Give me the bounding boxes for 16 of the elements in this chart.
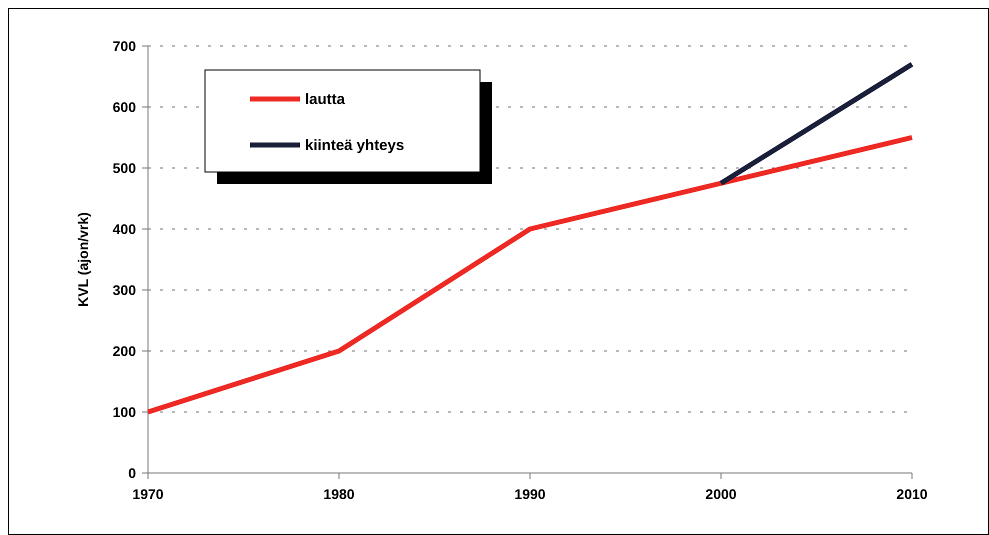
y-axis-title: KVL (ajon/vrk) [75, 212, 91, 307]
x-tick-label: 1990 [514, 486, 546, 502]
x-tick-label: 2000 [705, 486, 737, 502]
y-tick-label: 700 [112, 38, 136, 54]
y-tick-label: 200 [112, 343, 136, 359]
y-tick-label: 100 [112, 404, 136, 420]
legend-label: lautta [305, 91, 346, 108]
x-tick-label: 1970 [132, 486, 164, 502]
x-tick-label: 1980 [323, 486, 355, 502]
legend-label: kiinteä yhteys [305, 137, 404, 154]
x-tick-label: 2010 [896, 486, 928, 502]
y-tick-label: 500 [112, 160, 136, 176]
y-tick-label: 400 [112, 221, 136, 237]
y-tick-label: 0 [128, 465, 136, 481]
y-tick-label: 300 [112, 282, 136, 298]
y-tick-label: 600 [112, 99, 136, 115]
